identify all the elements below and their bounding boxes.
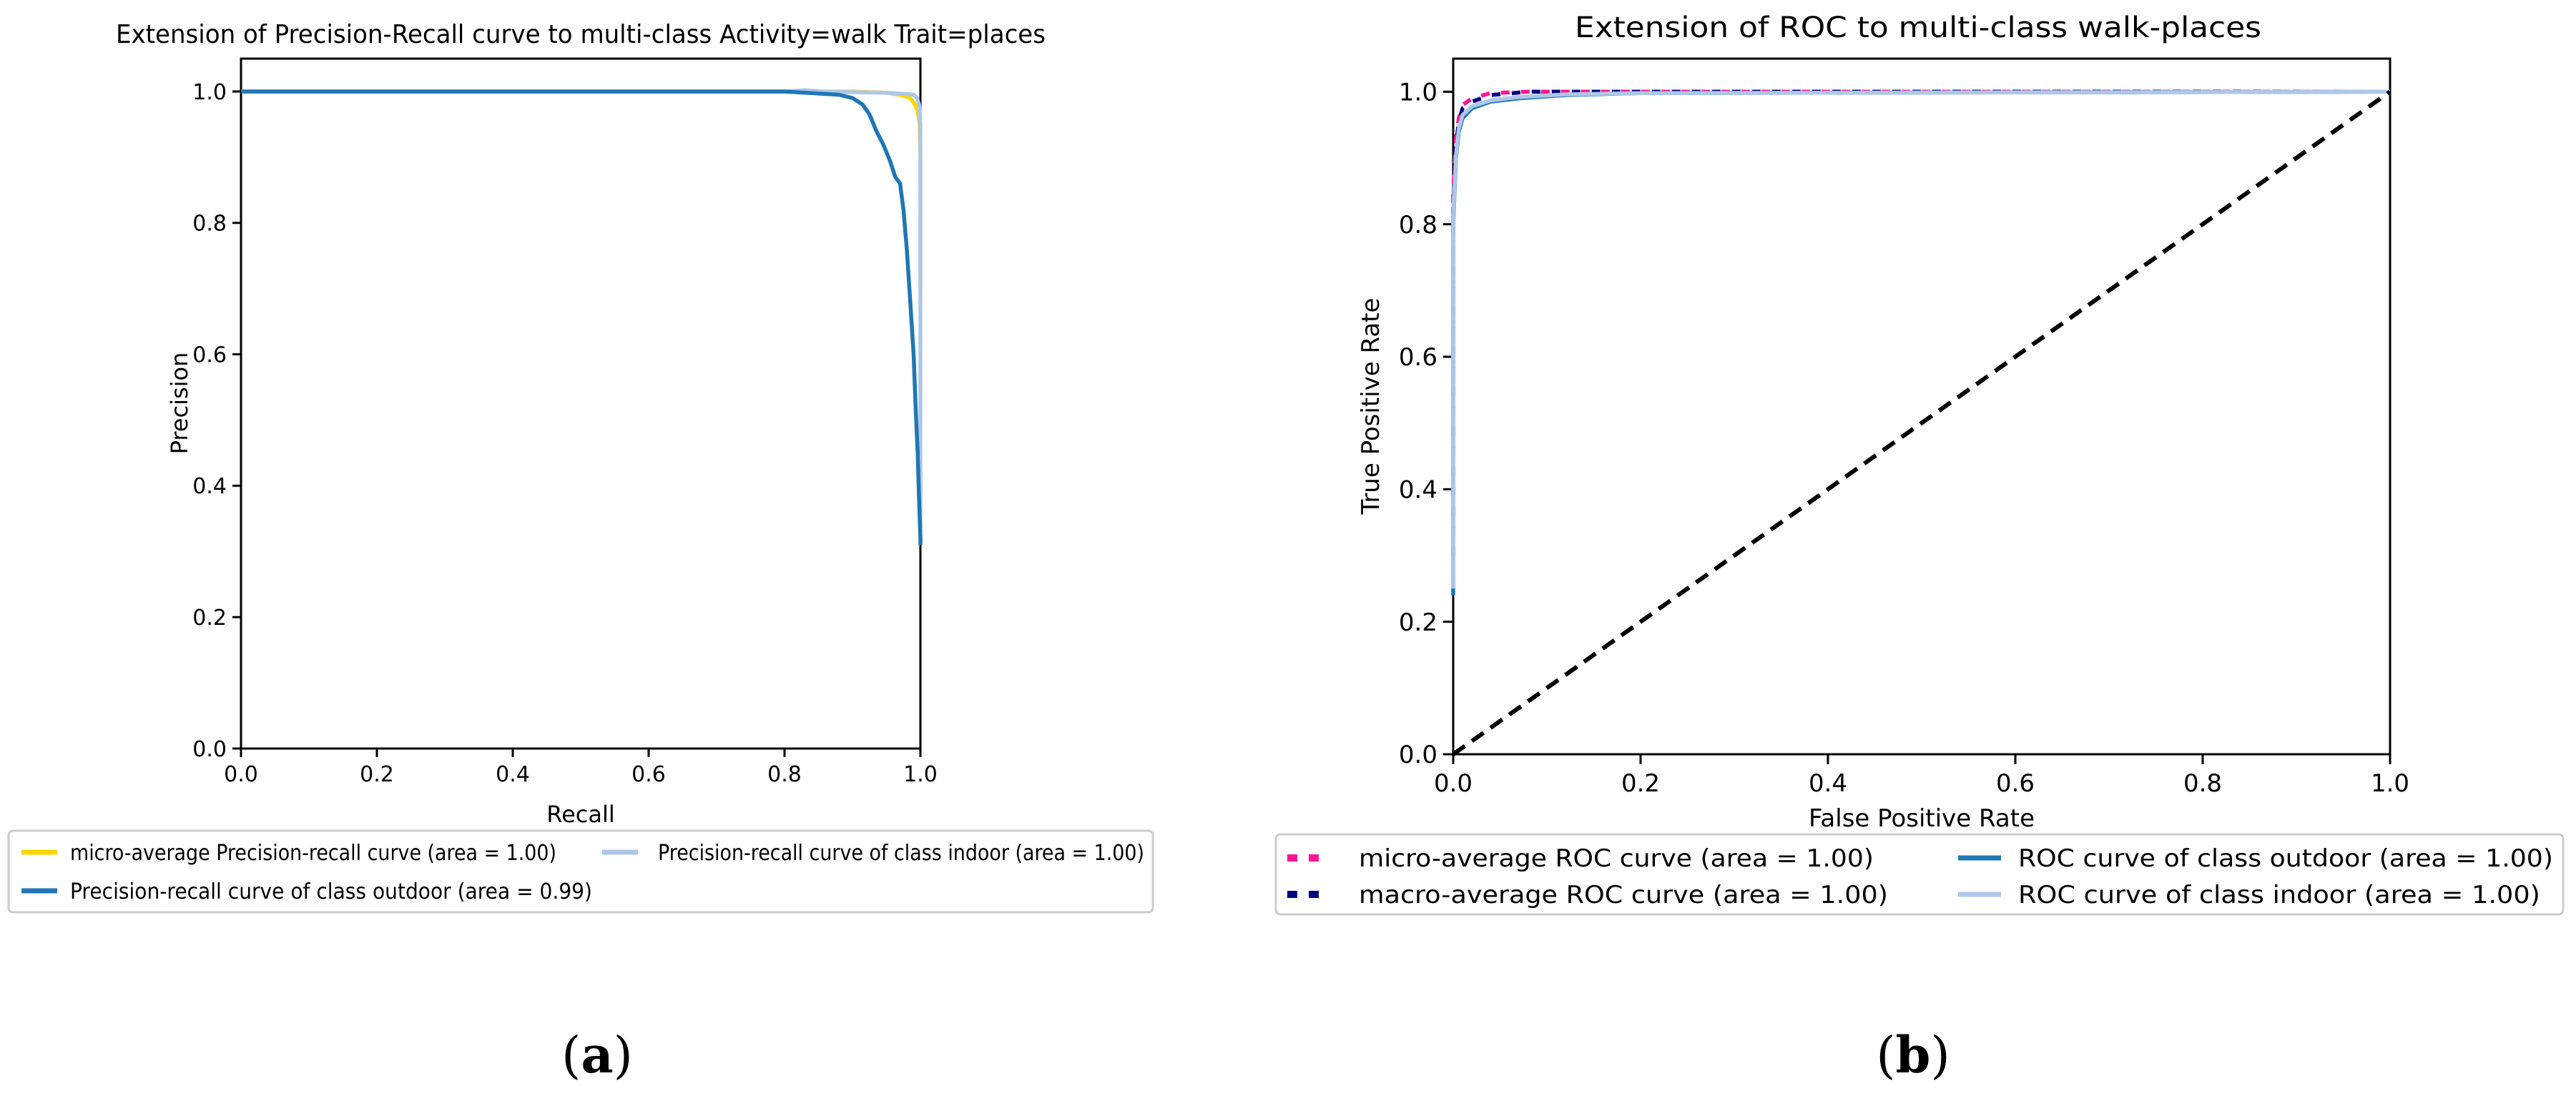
legend-label-macro-average: macro-average ROC curve (area = 1.00) [1359, 881, 1888, 909]
y-tick-label: 1.0 [192, 80, 227, 105]
series-line-2 [1451, 89, 2391, 596]
series-line-1 [1451, 89, 2390, 556]
y-axis-ticks: 0.0 0.2 0.4 0.6 0.8 1.0 [1399, 79, 1453, 769]
x-tick-label: 0.6 [631, 762, 666, 787]
y-axis-ticks: 0.0 0.2 0.4 0.6 0.8 1.0 [192, 80, 241, 762]
series-group [241, 88, 923, 545]
x-tick-label: 0.2 [360, 762, 394, 787]
series-line-4 [1452, 89, 2391, 756]
y-axis-label: True Positive Rate [1357, 298, 1385, 515]
y-tick-label: 0.8 [1399, 211, 1437, 240]
legend-label-outdoor: Precision-recall curve of class outdoor … [70, 879, 592, 904]
x-axis-label: Recall [546, 801, 614, 828]
caption-a: (a) [561, 1025, 633, 1085]
panel-b: Extension of ROC to multi-class walk-pla… [1274, 11, 2565, 1085]
y-tick-label: 0.2 [1399, 608, 1437, 637]
chart-title: Extension of Precision-Recall curve to m… [116, 20, 1046, 49]
chart-title: Extension of ROC to multi-class walk-pla… [1575, 11, 2261, 44]
x-tick-label: 1.0 [2371, 769, 2409, 798]
legend-frame [7, 829, 1154, 914]
y-tick-label: 1.0 [1399, 79, 1437, 107]
y-tick-label: 0.8 [192, 212, 227, 237]
legend-label-indoor: ROC curve of class indoor (area = 1.00) [2018, 881, 2540, 909]
legend: micro-average Precision-recall curve (ar… [7, 829, 1154, 914]
x-tick-label: 0.0 [224, 762, 258, 787]
x-tick-label: 0.2 [1621, 769, 1660, 798]
y-tick-label: 0.2 [192, 606, 227, 631]
y-tick-label: 0.0 [192, 737, 227, 762]
series-group [1451, 89, 2391, 756]
x-tick-label: 0.4 [1809, 769, 1847, 798]
caption-b: (b) [1876, 1025, 1950, 1085]
x-tick-label: 0.8 [2183, 769, 2222, 798]
x-tick-label: 1.0 [903, 762, 938, 787]
series-line-2 [241, 89, 923, 545]
panel-a: Extension of Precision-Recall curve to m… [7, 20, 1154, 1085]
series-line-0 [241, 89, 923, 289]
series-line-0 [1451, 89, 2390, 384]
legend-label-micro-average: micro-average ROC curve (area = 1.00) [1359, 844, 1874, 873]
caption-letter: b [1896, 1025, 1931, 1085]
y-axis-label: Precision [166, 352, 193, 455]
y-tick-label: 0.6 [192, 342, 227, 367]
x-tick-label: 0.4 [496, 762, 530, 787]
series-line-1 [241, 88, 923, 532]
plot-area [1452, 57, 2391, 756]
x-axis-label: False Positive Rate [1809, 804, 2035, 833]
series-line-3 [1451, 89, 2391, 589]
y-tick-label: 0.0 [1399, 741, 1437, 769]
y-tick-label: 0.4 [1399, 476, 1437, 505]
plot-area [240, 57, 922, 750]
x-tick-label: 0.6 [1996, 769, 2035, 798]
x-tick-label: 0.0 [1434, 769, 1473, 798]
y-tick-label: 0.4 [192, 474, 227, 499]
legend-label-micro-average: micro-average Precision-recall curve (ar… [70, 841, 556, 866]
x-tick-label: 0.8 [767, 762, 802, 787]
x-axis-ticks: 0.0 0.2 0.4 0.6 0.8 1.0 [1434, 754, 2409, 798]
legend-label-outdoor: ROC curve of class outdoor (area = 1.00) [2018, 844, 2553, 873]
legend: micro-average ROC curve (area = 1.00) RO… [1274, 833, 2565, 916]
legend-label-indoor: Precision-recall curve of class indoor (… [658, 841, 1144, 866]
x-axis-ticks: 0.0 0.2 0.4 0.6 0.8 1.0 [224, 749, 938, 787]
y-tick-label: 0.6 [1399, 343, 1437, 372]
legend-frame [1274, 833, 2565, 916]
caption-letter: a [581, 1025, 613, 1085]
